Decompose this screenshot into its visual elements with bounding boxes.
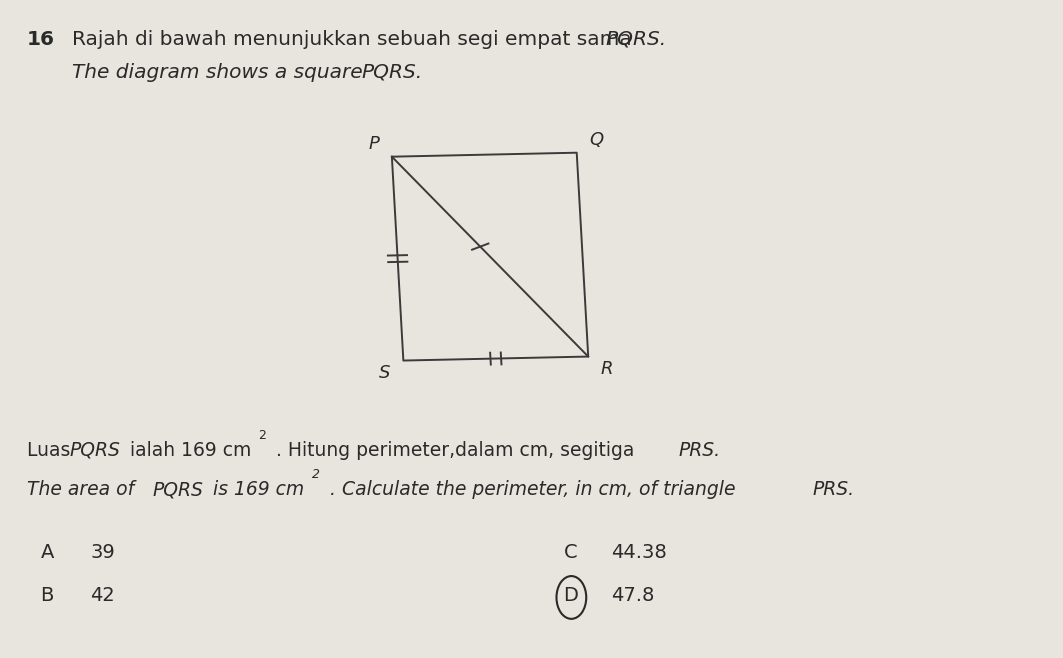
Text: PRS.: PRS. (812, 480, 855, 499)
Text: C: C (563, 543, 577, 562)
Text: ialah 169 cm: ialah 169 cm (124, 441, 252, 460)
Text: Rajah di bawah menunjukkan sebuah segi empat sama: Rajah di bawah menunjukkan sebuah segi e… (72, 30, 639, 49)
Text: PQRS.: PQRS. (606, 30, 668, 49)
Text: Luas: Luas (27, 441, 75, 460)
Text: . Calculate the perimeter, in cm, of triangle: . Calculate the perimeter, in cm, of tri… (330, 480, 741, 499)
Text: Q: Q (590, 131, 604, 149)
Text: 2: 2 (258, 429, 266, 442)
Text: . Hitung perimeter,dalam cm, segitiga: . Hitung perimeter,dalam cm, segitiga (276, 441, 641, 460)
Text: A: A (40, 543, 54, 562)
Text: 42: 42 (90, 586, 115, 605)
Text: The diagram shows a square: The diagram shows a square (72, 63, 369, 82)
Text: P: P (368, 135, 379, 153)
Text: R: R (601, 361, 613, 378)
Text: S: S (379, 365, 390, 382)
Text: 39: 39 (90, 543, 115, 562)
Text: D: D (563, 586, 578, 605)
Text: The area of: The area of (27, 480, 140, 499)
Text: 47.8: 47.8 (611, 586, 655, 605)
Text: PQRS.: PQRS. (361, 63, 423, 82)
Text: is 169 cm: is 169 cm (207, 480, 304, 499)
Text: PQRS: PQRS (69, 441, 120, 460)
Text: 2: 2 (311, 468, 320, 482)
Text: PQRS: PQRS (152, 480, 203, 499)
Text: 44.38: 44.38 (611, 543, 667, 562)
Text: 16: 16 (27, 30, 54, 49)
Text: PRS.: PRS. (678, 441, 721, 460)
Text: B: B (40, 586, 54, 605)
